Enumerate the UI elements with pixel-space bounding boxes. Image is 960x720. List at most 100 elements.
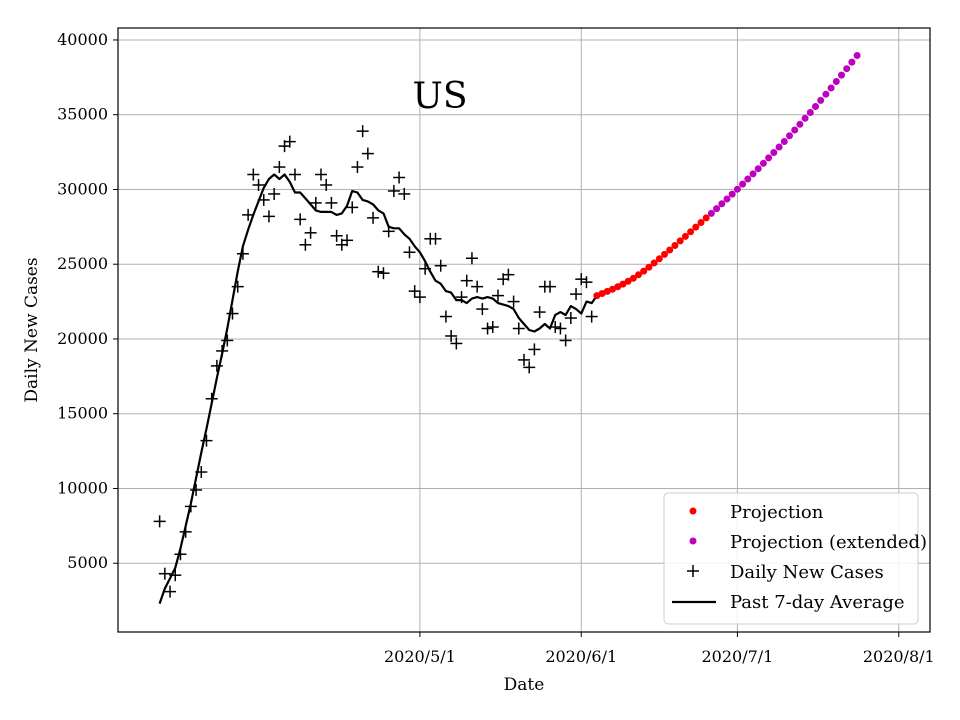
projection-extended-point xyxy=(786,132,793,140)
daily-cases-marker xyxy=(351,161,364,174)
daily-cases-marker xyxy=(330,229,343,242)
daily-cases-marker xyxy=(164,585,177,598)
projection-point xyxy=(640,267,648,275)
projection-point xyxy=(692,223,700,231)
daily-cases-marker xyxy=(325,196,338,209)
daily-cases-marker xyxy=(533,306,546,319)
projection-point xyxy=(624,277,632,285)
y-tick-label: 20000 xyxy=(57,329,108,348)
daily-cases-marker xyxy=(231,280,244,293)
projection-extended-point xyxy=(728,190,736,198)
x-axis-label: Date xyxy=(504,675,545,695)
daily-cases-marker xyxy=(299,238,312,251)
daily-cases-marker xyxy=(372,265,385,278)
daily-cases-marker xyxy=(341,234,354,247)
daily-cases-marker xyxy=(481,322,494,335)
legend-projection-extended-label: Projection (extended) xyxy=(730,532,927,553)
daily-cases-marker xyxy=(570,288,583,301)
projection-point xyxy=(687,228,695,236)
daily-cases-marker xyxy=(361,147,374,160)
daily-cases-marker xyxy=(210,359,223,372)
x-tick-label: 2020/8/1 xyxy=(863,647,935,666)
y-tick-label: 35000 xyxy=(57,105,108,124)
daily-cases-marker xyxy=(268,187,281,200)
daily-cases-marker xyxy=(283,135,296,148)
projection-extended-point xyxy=(713,205,721,213)
daily-cases-marker xyxy=(169,569,182,582)
projection-point xyxy=(655,255,663,263)
projection-point xyxy=(671,242,679,249)
projection-extended-series xyxy=(707,52,861,217)
legend-projection-label: Projection xyxy=(730,502,824,523)
projection-point xyxy=(619,280,627,288)
daily-cases-marker xyxy=(575,273,588,286)
projection-point xyxy=(614,283,622,291)
daily-cases-marker xyxy=(288,168,301,181)
daily-cases-marker xyxy=(273,161,286,174)
daily-cases-marker xyxy=(518,353,530,366)
seven-day-average-series xyxy=(158,173,598,604)
projection-point xyxy=(609,285,616,293)
projection-extended-point xyxy=(759,159,767,167)
daily-cases-marker xyxy=(455,291,468,304)
legend-box xyxy=(663,492,919,625)
daily-cases-marker xyxy=(419,262,432,275)
daily-cases-marker xyxy=(554,322,567,335)
projection-extended-point xyxy=(718,200,726,208)
projection-point xyxy=(650,259,658,267)
daily-cases-marker xyxy=(247,168,260,181)
projection-extended-point xyxy=(754,165,762,173)
daily-cases-marker xyxy=(585,310,598,323)
x-axis-ticks: 2020/5/1 2020/6/1 2020/7/1 2020/8/1 xyxy=(384,632,935,666)
projection-point xyxy=(702,214,710,222)
projection-extended-point xyxy=(806,109,814,116)
daily-cases-marker xyxy=(320,178,333,191)
daily-cases-marker xyxy=(158,567,171,580)
daily-cases-marker xyxy=(559,334,572,347)
daily-cases-marker xyxy=(502,268,515,281)
daily-cases-marker xyxy=(262,210,275,223)
daily-cases-marker xyxy=(304,226,317,239)
daily-cases-marker xyxy=(450,337,463,350)
projection-extended-point xyxy=(739,180,747,188)
projection-extended-point xyxy=(723,195,731,203)
daily-cases-marker xyxy=(403,246,416,259)
y-tick-label: 15000 xyxy=(57,404,108,423)
daily-cases-marker xyxy=(429,232,442,245)
daily-cases-marker xyxy=(434,259,447,272)
x-tick-label: 2020/7/1 xyxy=(701,647,773,666)
projection-extended-point xyxy=(796,120,804,128)
projection-extended-point xyxy=(817,96,825,104)
daily-cases-marker xyxy=(242,208,255,221)
daily-cases-marker xyxy=(491,289,504,302)
daily-cases-marker xyxy=(195,466,208,479)
daily-cases-marker xyxy=(257,193,270,206)
plot-frame xyxy=(117,27,931,633)
y-tick-label: 40000 xyxy=(57,30,108,49)
projection-extended-point xyxy=(843,65,851,73)
legend-projection-swatch xyxy=(689,507,697,515)
daily-cases-marker xyxy=(184,500,197,513)
daily-cases-marker xyxy=(476,303,489,316)
projection-extended-point xyxy=(770,149,778,156)
daily-cases-marker xyxy=(549,321,562,334)
projection-extended-point xyxy=(822,90,830,98)
legend-daily-cases-label: Daily New Cases xyxy=(730,562,884,583)
projection-extended-point xyxy=(765,154,773,162)
daily-cases-marker xyxy=(528,343,541,356)
daily-cases-marker xyxy=(221,334,234,347)
grid-lines xyxy=(118,28,930,632)
daily-cases-marker xyxy=(408,285,421,298)
projection-extended-point xyxy=(733,185,741,193)
projection-point xyxy=(629,274,637,282)
daily-cases-marker xyxy=(309,196,322,209)
projection-extended-point xyxy=(791,126,799,134)
daily-cases-marker xyxy=(486,321,499,334)
daily-cases-marker xyxy=(507,295,520,308)
daily-cases-marker xyxy=(564,312,577,325)
projection-extended-point xyxy=(853,52,861,59)
projection-extended-point xyxy=(780,138,788,145)
daily-cases-marker xyxy=(190,483,203,496)
daily-cases-marker xyxy=(471,280,484,293)
projection-extended-point xyxy=(749,170,757,178)
